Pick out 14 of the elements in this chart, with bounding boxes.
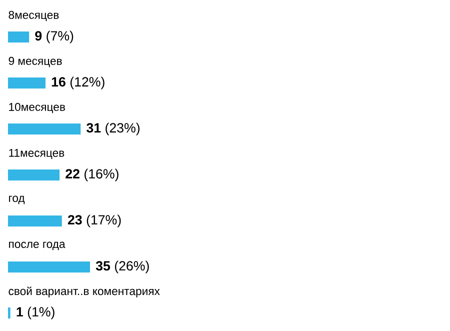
data-label: 35 (26%) xyxy=(96,260,149,274)
data-label: 9 (7%) xyxy=(35,30,74,44)
data-label: 22 (16%) xyxy=(66,168,118,182)
data-label: 31 (23%) xyxy=(86,122,140,136)
y-tick-label: год xyxy=(9,196,25,204)
y-tick-label: 11месяцев xyxy=(9,148,64,160)
data-label: 1 (1%) xyxy=(16,306,54,320)
y-tick-label: 9 месяцев xyxy=(8,56,62,68)
data-label: 23 (17%) xyxy=(68,214,121,228)
y-tick-label: свой вариант..в коментариях xyxy=(8,286,160,298)
y-tick-label: 10месяцев xyxy=(9,102,65,114)
y-tick-label: 8месяцев xyxy=(8,10,59,22)
y-tick-label: после года xyxy=(9,242,66,250)
data-label: 16 (12%) xyxy=(52,76,104,90)
